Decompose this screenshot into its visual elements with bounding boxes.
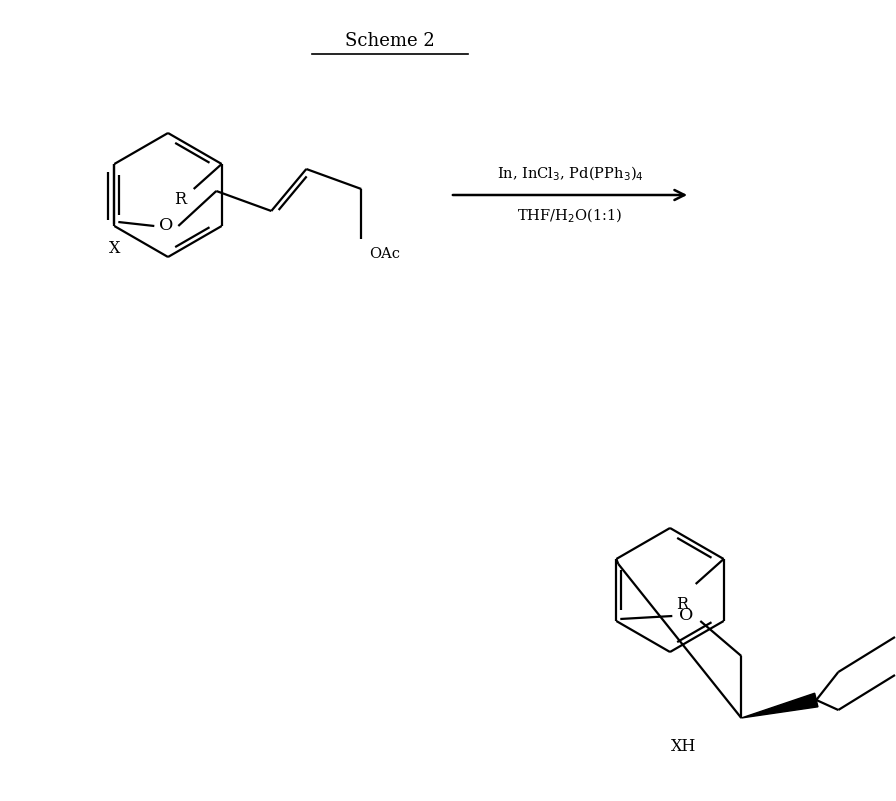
- Text: R: R: [174, 191, 185, 207]
- Text: OAc: OAc: [369, 247, 401, 261]
- Text: X: X: [108, 240, 120, 257]
- Text: THF/H$_2$O(1:1): THF/H$_2$O(1:1): [517, 207, 623, 225]
- Text: XH: XH: [671, 738, 697, 755]
- Text: Scheme 2: Scheme 2: [345, 32, 435, 50]
- Text: O: O: [159, 218, 174, 235]
- Text: O: O: [679, 607, 694, 625]
- Text: In, InCl$_3$, Pd(PPh$_3$)$_4$: In, InCl$_3$, Pd(PPh$_3$)$_4$: [496, 164, 643, 183]
- Polygon shape: [741, 693, 818, 718]
- Text: R: R: [676, 596, 688, 613]
